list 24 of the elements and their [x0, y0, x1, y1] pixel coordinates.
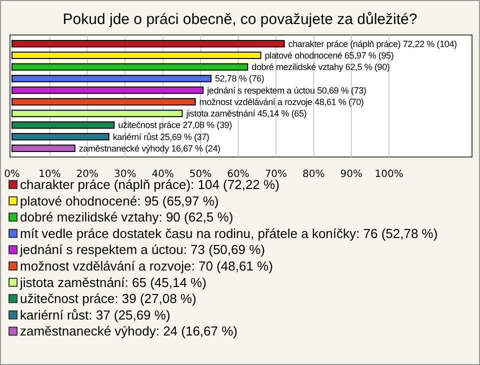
x-tick-label: 0% — [4, 169, 20, 180]
legend-label: kariérní růst: 37 (25,69 %) — [20, 307, 170, 322]
x-tick-label: 90% — [340, 169, 362, 180]
legend-label: jistota zaměstnání: 65 (45,14 %) — [19, 274, 206, 290]
data-label: užitečnost práce 27,08 % (39) — [118, 120, 232, 130]
data-label: možnost vzdělávání a rozvoje 48,61 % (70) — [199, 96, 364, 107]
legend-label: zaměstnanecké výhody: 24 (16,67 %) — [20, 324, 238, 339]
legend-label: dobré mezilidské vztahy: 90 (62,5 %) — [20, 210, 234, 225]
data-label: jednání s respektem a úctou 50,69 % (73) — [206, 85, 366, 96]
data-label: zaměstnanecké výhody 16,67 % (24) — [78, 143, 221, 154]
data-label: jistota zaměstnání 45,14 % (65) — [185, 108, 307, 119]
data-label: platové ohodnocené 65,97 % (95) — [264, 50, 394, 60]
legend-label: platové ohodnocené: 95 (65,97 %) — [20, 193, 219, 208]
data-label: charakter práce (náplň práce) 72,22 % (104) — [288, 38, 458, 49]
data-label: 52,78 % (76) — [215, 74, 264, 84]
data-label: kariérní růst 25,69 % (37) — [112, 132, 210, 142]
x-tick-label: 80% — [302, 169, 325, 180]
x-tick-label: 100% — [374, 169, 404, 180]
legend-label: jednání s respektem a úctou: 73 (50,69 %) — [19, 242, 265, 258]
legend-label: mít vedle práce dostatek času na rodinu, přátele a koníčky: 76 (52,78 %) — [20, 226, 438, 241]
chart-title: Pokud jde o práci obecně, co považujete za důležité? — [62, 11, 418, 28]
legend-label: užitečnost práce: 39 (27,08 %) — [20, 291, 196, 306]
legend-label: možnost vzdělávání a rozvoje: 70 (48,61 %) — [20, 258, 273, 274]
data-label: dobré mezilidské vztahy 62,5 % (90) — [252, 62, 390, 72]
